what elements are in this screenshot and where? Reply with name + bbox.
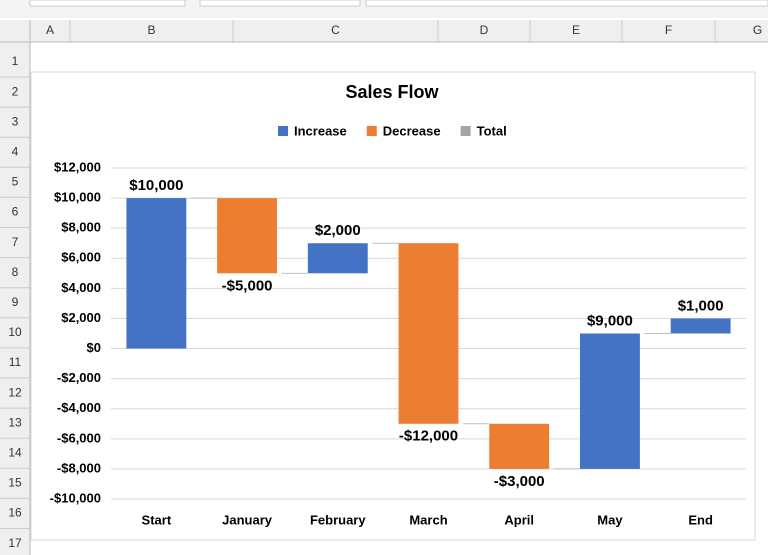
row-header: 13 xyxy=(8,415,22,429)
bar xyxy=(398,243,459,424)
data-label: $2,000 xyxy=(315,222,361,239)
row-header: 17 xyxy=(8,536,22,550)
x-tick-label: January xyxy=(222,512,273,527)
name-box[interactable] xyxy=(29,0,186,7)
row-header: 1 xyxy=(12,54,19,68)
row-header: 15 xyxy=(8,476,22,490)
row-header: 2 xyxy=(12,84,19,98)
data-label: -$5,000 xyxy=(222,277,273,294)
legend-label: Decrease xyxy=(383,123,441,138)
formula-bar[interactable] xyxy=(365,0,768,7)
x-tick-label: March xyxy=(409,512,447,527)
bar xyxy=(126,198,187,349)
data-label: $9,000 xyxy=(587,312,633,329)
row-header: 4 xyxy=(12,144,19,158)
row-header: 6 xyxy=(12,205,19,219)
row-header: 12 xyxy=(8,385,22,399)
bar xyxy=(489,423,550,469)
row-header: 5 xyxy=(12,175,19,189)
chart-title: Sales Flow xyxy=(345,82,439,102)
bar xyxy=(307,243,368,274)
column-header: A xyxy=(46,23,54,37)
column-header: B xyxy=(147,23,155,37)
column-header-bar xyxy=(0,20,768,42)
y-tick-label: $4,000 xyxy=(61,280,101,295)
column-header: F xyxy=(665,23,672,37)
bar xyxy=(670,318,731,334)
row-header: 16 xyxy=(8,506,22,520)
column-header: D xyxy=(480,23,489,37)
row-header: 14 xyxy=(8,445,22,459)
legend-label: Increase xyxy=(294,123,347,138)
x-tick-label: Start xyxy=(142,512,172,527)
y-tick-label: -$4,000 xyxy=(57,400,101,415)
y-tick-label: -$10,000 xyxy=(50,490,101,505)
legend-swatch xyxy=(278,126,288,136)
data-label: $10,000 xyxy=(129,177,183,194)
column-header: E xyxy=(572,23,580,37)
y-tick-label: $0 xyxy=(87,340,101,355)
data-label: -$3,000 xyxy=(494,473,545,490)
legend-label: Total xyxy=(477,123,507,138)
y-tick-label: -$2,000 xyxy=(57,370,101,385)
x-tick-label: April xyxy=(504,512,534,527)
bar xyxy=(579,333,640,469)
x-tick-label: May xyxy=(597,512,623,527)
data-label: -$12,000 xyxy=(399,428,458,445)
y-tick-label: $6,000 xyxy=(61,250,101,265)
bar xyxy=(217,198,278,274)
y-tick-label: -$6,000 xyxy=(57,430,101,445)
y-tick-label: $12,000 xyxy=(54,159,101,174)
row-header: 7 xyxy=(12,235,19,249)
y-tick-label: $8,000 xyxy=(61,220,101,235)
row-header: 8 xyxy=(12,265,19,279)
y-tick-label: -$8,000 xyxy=(57,460,101,475)
row-header: 9 xyxy=(12,295,19,309)
row-header: 10 xyxy=(8,325,22,339)
legend-swatch xyxy=(460,126,471,136)
row-header: 11 xyxy=(9,355,22,369)
formula-box[interactable] xyxy=(199,0,361,7)
legend-swatch xyxy=(366,126,377,136)
y-tick-label: $2,000 xyxy=(61,310,101,325)
column-header: G xyxy=(753,23,762,37)
row-header: 3 xyxy=(12,114,19,128)
data-label: $1,000 xyxy=(678,297,724,314)
x-tick-label: End xyxy=(688,512,713,527)
x-tick-label: February xyxy=(310,512,366,527)
y-tick-label: $10,000 xyxy=(54,190,101,205)
column-header: C xyxy=(331,23,340,37)
